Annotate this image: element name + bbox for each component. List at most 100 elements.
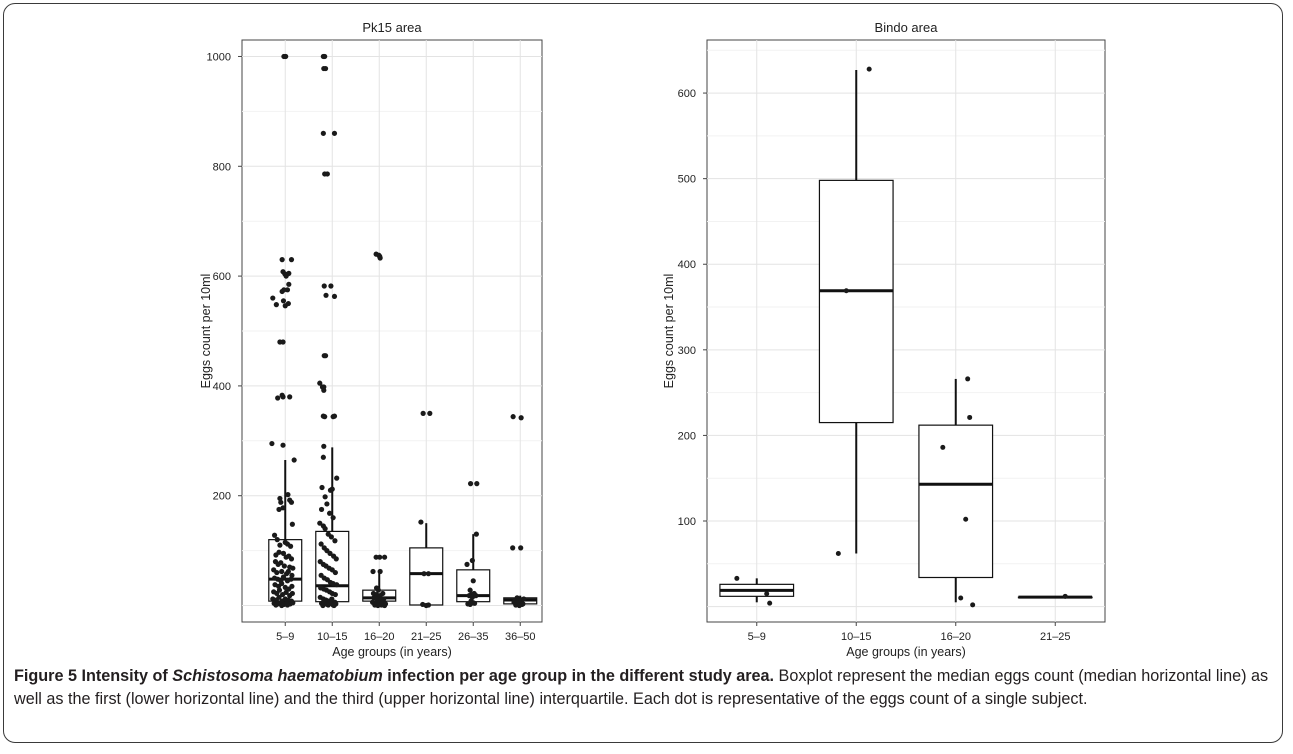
plot-1-data-point bbox=[418, 519, 424, 525]
plot-1-data-point bbox=[326, 510, 333, 516]
plot-1-data-point bbox=[276, 587, 283, 593]
plot-1-box bbox=[409, 547, 444, 606]
plot-1-y-tick-label: 800 bbox=[213, 161, 231, 173]
plot-1-data-point bbox=[273, 302, 279, 308]
plot-1-data-point bbox=[320, 130, 326, 136]
plot-1-data-point bbox=[330, 515, 336, 521]
plot-2-x-tick-label: 21–25 bbox=[1040, 631, 1071, 643]
plot-1-data-point bbox=[467, 481, 474, 487]
plot-1-y-tick-label: 600 bbox=[213, 271, 231, 283]
plot-1-data-point bbox=[332, 569, 338, 576]
plot-1-data-point bbox=[285, 492, 291, 498]
caption-body: Boxplot represent the median eggs count … bbox=[14, 667, 1269, 708]
plot-1-data-point bbox=[276, 549, 282, 555]
plot-1-data-point bbox=[334, 475, 340, 481]
plot-1-data-point bbox=[274, 537, 280, 543]
figure-plots: 200 400 600 800 1000 5–9 10–15 16–20 21–25 26–35 3… bbox=[199, 20, 1106, 659]
plot-1-data-point bbox=[329, 486, 335, 492]
plot-2-box bbox=[918, 424, 994, 579]
plot-2-data-point bbox=[958, 595, 964, 601]
plot-1-data-point bbox=[288, 499, 295, 505]
plot-1-data-point bbox=[321, 443, 327, 449]
plot-1-y-tick-label: 400 bbox=[213, 381, 231, 393]
plot-1-data-point bbox=[270, 295, 276, 301]
plot-1-data-point bbox=[288, 576, 294, 582]
plot-1-data-point bbox=[377, 554, 383, 560]
plot-1-data-point bbox=[518, 545, 524, 551]
plot-1-data-point bbox=[284, 602, 291, 608]
plot-1-data-point bbox=[288, 556, 295, 562]
plot-1-data-point bbox=[328, 534, 334, 540]
plot-2-y-tick-label: 400 bbox=[678, 259, 696, 271]
plot-1-data-point bbox=[285, 568, 291, 575]
plot-1-data-point bbox=[332, 591, 338, 598]
plot-2-data-point bbox=[940, 444, 946, 450]
plot-2-x-axis-label: Age groups (in years) bbox=[846, 645, 966, 659]
plot-1-y-tick-label: 1000 bbox=[207, 51, 231, 63]
plot-1-data-point bbox=[280, 298, 287, 304]
plot-1-data-point bbox=[278, 499, 284, 505]
plot-1-data-point bbox=[291, 457, 297, 463]
plot-1-data-point bbox=[277, 542, 283, 548]
plot-1-data-point bbox=[324, 171, 330, 177]
plot-1-data-point bbox=[510, 545, 516, 551]
plot-1-data-point bbox=[290, 600, 296, 606]
plot-1-data-point bbox=[317, 380, 323, 386]
plot-2-data-point bbox=[963, 516, 969, 522]
plot-1-data-point bbox=[377, 568, 383, 575]
plot-1-data-point bbox=[464, 561, 470, 567]
plot-1-data-point bbox=[322, 53, 328, 60]
figure-caption: Figure 5 Intensity of Schistosoma haemat… bbox=[14, 665, 1276, 711]
plot-2-data-point bbox=[767, 600, 773, 606]
plot-1-data-point bbox=[425, 602, 432, 608]
plot-1-data-point bbox=[420, 410, 426, 416]
plot-1-data-point bbox=[279, 257, 285, 263]
plot-1-data-point bbox=[280, 505, 286, 511]
plot-1-data-point bbox=[322, 526, 328, 532]
plot-1-data-point bbox=[373, 554, 379, 560]
plot-1-data-point bbox=[284, 287, 291, 293]
plot-2-panel bbox=[706, 39, 1106, 623]
plot-2-data-point bbox=[734, 575, 740, 581]
plot-1-data-point bbox=[321, 387, 327, 393]
plot-1-data-point bbox=[279, 568, 285, 575]
plot-1-data-point bbox=[519, 601, 525, 608]
plot-1-data-point bbox=[322, 494, 328, 500]
plot-1-data-point bbox=[427, 410, 433, 416]
plot-1-data-point bbox=[280, 550, 287, 556]
plot-1-data-point bbox=[280, 339, 286, 345]
plot-1-data-point bbox=[375, 587, 381, 593]
plot-1-data-point bbox=[324, 501, 330, 507]
plot-1-data-point bbox=[318, 506, 325, 513]
plot-2-data-point bbox=[1062, 593, 1068, 599]
plot-2-data-point bbox=[764, 591, 770, 597]
plot-1-data-point bbox=[289, 590, 295, 597]
plot-1-data-point bbox=[271, 532, 278, 538]
plot-2-title: Bindo area bbox=[875, 20, 939, 35]
plot-1-data-point bbox=[331, 413, 338, 419]
plot-1-data-point bbox=[329, 596, 335, 602]
plot-1-data-point bbox=[280, 574, 287, 580]
plot-1-data-point bbox=[467, 601, 473, 608]
plot-1-data-point bbox=[471, 600, 478, 606]
plot-2-y-axis-label: Eggs count per 10ml bbox=[662, 274, 676, 389]
plot-1-data-point bbox=[280, 394, 286, 400]
plot-2-y-tick-label: 100 bbox=[678, 516, 696, 528]
plot-2-data-point bbox=[843, 288, 849, 294]
plot-1-data-point bbox=[510, 414, 516, 420]
plot-1-y-axis-label: Eggs count per 10ml bbox=[199, 274, 213, 389]
plot-1-data-point bbox=[281, 287, 287, 293]
plot-1-data-point bbox=[322, 414, 328, 420]
plot-2-data-point bbox=[970, 602, 976, 608]
plot-1-data-point bbox=[469, 557, 475, 564]
plot-1-x-axis-label: Age groups (in years) bbox=[332, 645, 452, 659]
plot-1-x-tick-label: 26–35 bbox=[458, 631, 489, 643]
plot-1-data-point bbox=[473, 593, 479, 599]
plot-1-data-point bbox=[380, 590, 386, 597]
plot-1-data-point bbox=[381, 602, 388, 609]
plot-1-x-tick-label: 10–15 bbox=[317, 631, 348, 643]
plot-1-title: Pk15 area bbox=[362, 20, 422, 35]
plot-1-data-point bbox=[473, 531, 479, 537]
plot-2-data-point bbox=[835, 551, 841, 557]
plot-1-data-point bbox=[283, 53, 289, 60]
